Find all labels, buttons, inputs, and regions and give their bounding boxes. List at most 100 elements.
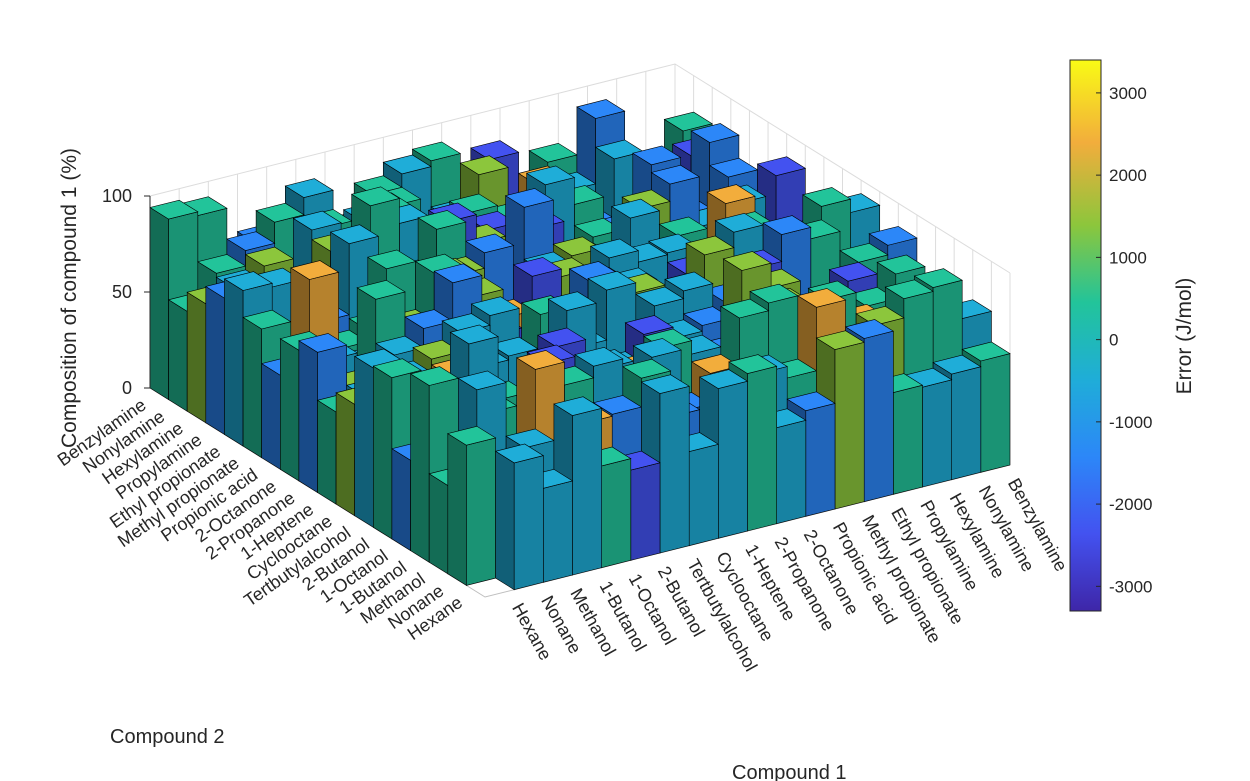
bar-top xyxy=(610,198,661,219)
bar-top xyxy=(932,354,982,375)
bar-face xyxy=(834,341,865,510)
colorbar-tick-label: 0 xyxy=(1109,331,1118,350)
bar-top xyxy=(504,188,555,208)
colorbar-ticks: 3000 2000 1000 0 -1000 -2000 -3000 xyxy=(1096,84,1152,596)
compound-2-tick-labels: HexaneNonaneMethanol1-Butanol1-Octanol2-… xyxy=(54,395,466,644)
bar-top xyxy=(708,157,759,178)
bar-top xyxy=(292,210,342,231)
bar-top xyxy=(298,333,348,353)
bar-top xyxy=(470,140,520,160)
bar-face xyxy=(242,316,263,459)
colorbar-tick-label: -2000 xyxy=(1109,495,1152,514)
bar-top xyxy=(255,202,305,223)
bar-face xyxy=(863,330,894,503)
bar-top xyxy=(876,254,926,275)
colorbar-tick-label: 3000 xyxy=(1109,84,1147,103)
bar-top xyxy=(855,305,905,326)
bar-face xyxy=(630,462,661,561)
bar-top xyxy=(553,396,603,416)
bar-face xyxy=(317,399,337,505)
bar-face xyxy=(205,285,225,435)
bar-top xyxy=(417,210,467,230)
bar-face xyxy=(428,473,449,575)
bar-face xyxy=(922,379,953,488)
bar-top xyxy=(884,279,934,300)
bar-face xyxy=(659,385,690,554)
bar-top xyxy=(839,242,889,263)
bar-field xyxy=(149,99,1011,591)
bar-top xyxy=(650,164,700,185)
bar-top xyxy=(685,235,735,256)
bar-top xyxy=(728,354,778,374)
bar-top xyxy=(640,374,690,394)
bar-top xyxy=(802,187,852,207)
bar-face xyxy=(717,380,748,539)
bar-top xyxy=(433,263,483,284)
bar-face xyxy=(776,419,807,525)
bar-top xyxy=(589,238,640,259)
bar-face xyxy=(335,392,356,517)
bar-top xyxy=(574,346,624,367)
bar-top xyxy=(786,391,836,412)
bar-top xyxy=(720,298,770,319)
bar-top xyxy=(690,123,740,143)
bar-face xyxy=(149,206,169,401)
bar-top xyxy=(290,260,340,280)
bar-top xyxy=(367,249,417,270)
compound-1-axis-label: Compound 1 xyxy=(732,762,847,781)
bar-top xyxy=(223,271,273,291)
bar-top xyxy=(706,184,756,204)
bar-top xyxy=(470,296,520,316)
z-tick-label: 0 xyxy=(122,378,132,398)
bar-top xyxy=(622,358,672,379)
bar-top xyxy=(844,319,895,339)
bar-top xyxy=(382,154,432,175)
z-axis: 0 50 100 xyxy=(102,186,151,398)
bar-top xyxy=(762,215,812,235)
bar-top xyxy=(576,99,626,119)
bar-top xyxy=(512,257,563,277)
bar-top xyxy=(749,283,799,304)
bar-face xyxy=(186,291,207,424)
colorbar-label: Error (J/mol) xyxy=(1173,278,1196,395)
colorbar: 3000 2000 1000 0 -1000 -2000 -3000 Error (J/mo… xyxy=(1069,59,1196,612)
bar-top xyxy=(663,111,713,132)
bar-top xyxy=(465,233,515,254)
bar-top xyxy=(797,288,847,308)
bar-top xyxy=(242,309,292,330)
bar-face xyxy=(391,448,411,552)
bar-top xyxy=(632,338,682,358)
bar-top xyxy=(447,425,497,446)
bar-top xyxy=(528,142,578,163)
bar-top xyxy=(372,358,422,379)
colorbar-tick-label: 1000 xyxy=(1109,248,1147,267)
bar-top xyxy=(284,178,334,198)
bar-top xyxy=(149,199,199,220)
bar-top xyxy=(409,366,460,386)
bar-top xyxy=(624,315,674,335)
bar-top xyxy=(525,165,576,186)
z-tick-label: 50 xyxy=(112,282,132,302)
bar-face xyxy=(495,450,515,591)
colorbar-tick-label: -3000 xyxy=(1109,577,1152,596)
bar-top xyxy=(815,330,865,350)
bar-top xyxy=(658,216,708,237)
bar-face xyxy=(447,433,467,586)
bar-face xyxy=(372,365,393,540)
bar-face xyxy=(980,353,1011,473)
bar-face xyxy=(892,384,923,495)
bar-face xyxy=(805,403,836,517)
bar-top xyxy=(913,268,963,288)
z-tick-label: 100 xyxy=(102,186,132,206)
bar-top xyxy=(494,443,545,464)
colorbar-gradient xyxy=(1069,59,1102,612)
bar-face xyxy=(261,363,281,470)
bar-face xyxy=(688,443,719,547)
bar-face xyxy=(298,340,318,494)
bar-top xyxy=(592,395,643,415)
bar-top xyxy=(356,279,406,300)
bar-top xyxy=(635,286,685,307)
bar-top xyxy=(226,231,276,251)
colorbar-tick-label: 2000 xyxy=(1109,166,1147,185)
